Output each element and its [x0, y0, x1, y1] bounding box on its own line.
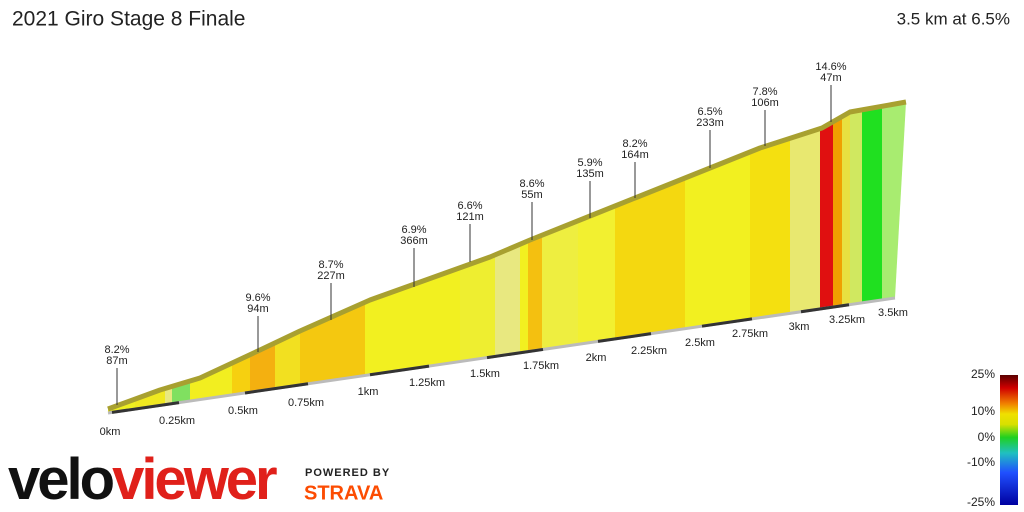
gradient-band [275, 331, 300, 389]
annotation-length: 94m [247, 303, 268, 315]
strava: STRAVA [304, 482, 383, 504]
annotation-length: 55m [521, 189, 542, 201]
distance-label: 2.5km [685, 337, 715, 349]
annotation-length: 121m [456, 211, 484, 223]
gradient-band [460, 254, 495, 362]
distance-label: 1km [358, 386, 379, 398]
gradient-band [850, 109, 862, 305]
gradient-band [495, 244, 520, 357]
distance-label: 3km [789, 321, 810, 333]
legend-label: 10% [971, 404, 995, 418]
gradient-legend [1000, 375, 1018, 505]
gradient-band [190, 363, 232, 402]
annotation-grade: 6.9% [401, 224, 426, 236]
gradient-band [833, 116, 842, 308]
distance-label: 0.75km [288, 397, 324, 409]
distance-segment [111, 401, 180, 414]
gradient-band [232, 354, 250, 395]
gradient-band [250, 342, 275, 393]
annotation-grade: 14.6% [815, 61, 846, 73]
gradient-band [842, 112, 850, 306]
distance-label: 3.5km [878, 307, 908, 319]
distance-segment [369, 364, 430, 377]
annotation-length: 87m [106, 355, 127, 367]
distance-label: 2km [586, 352, 607, 364]
annotation-grade: 8.2% [622, 138, 647, 150]
legend-label: 0% [978, 430, 996, 444]
annotation-length: 106m [751, 97, 779, 109]
distance-label: 3.25km [829, 314, 865, 326]
distance-segment [597, 332, 652, 343]
annotation-grade: 8.2% [104, 344, 129, 356]
distance-label: 2.75km [732, 328, 768, 340]
distance-label: 1.75km [523, 360, 559, 372]
logo: veloviewer [8, 447, 277, 512]
gradient-band [820, 121, 833, 309]
annotation-grade: 9.6% [245, 292, 270, 304]
distance-segment [244, 382, 309, 395]
annotation-grade: 8.7% [318, 259, 343, 271]
distance-label: 2.25km [631, 345, 667, 357]
distance-label: 0.5km [228, 405, 258, 417]
annotation-length: 164m [621, 149, 649, 161]
gradient-band [578, 206, 615, 345]
annotation-length: 233m [696, 117, 724, 129]
powered-by: POWERED BY [305, 467, 390, 479]
gradient-band [135, 388, 165, 410]
elevation-profile [107, 99, 907, 415]
logo-viewer: viewer [112, 447, 277, 512]
gradient-band [542, 220, 578, 350]
gradient-band [750, 138, 790, 320]
legend-label: -25% [967, 495, 995, 509]
annotation-grade: 7.8% [752, 86, 777, 98]
distance-label: 0km [100, 426, 121, 438]
gradient-band [790, 128, 820, 314]
gradient-band [862, 106, 882, 303]
annotation-grade: 5.9% [577, 157, 602, 169]
annotation-length: 135m [576, 168, 604, 180]
gradient-band [528, 235, 542, 352]
gradient-band [165, 386, 172, 405]
distance-label: 1.25km [409, 377, 445, 389]
gradient-band [685, 152, 750, 329]
distance-segment [800, 303, 850, 314]
summary: 3.5 km at 6.5% [897, 9, 1010, 28]
profile-ridge [107, 99, 907, 412]
annotation-length: 47m [820, 72, 841, 84]
gradient-band [300, 302, 365, 385]
legend-label: 25% [971, 367, 995, 381]
title: 2021 Giro Stage 8 Finale [12, 8, 245, 31]
logo-velo: velo [8, 447, 114, 512]
annotation-grade: 8.6% [519, 178, 544, 190]
distance-segment [701, 317, 753, 328]
legend-label: -10% [967, 455, 995, 469]
annotation-length: 366m [400, 235, 428, 247]
gradient-band [520, 240, 528, 353]
distance-label: 0.25km [159, 415, 195, 427]
gradient-band [615, 178, 685, 339]
annotation-length: 227m [317, 270, 345, 282]
distance-segment [486, 347, 544, 360]
annotation-grade: 6.6% [457, 200, 482, 212]
gradient-band [882, 102, 906, 300]
distance-label: 1.5km [470, 368, 500, 380]
annotation-grade: 6.5% [697, 106, 722, 118]
